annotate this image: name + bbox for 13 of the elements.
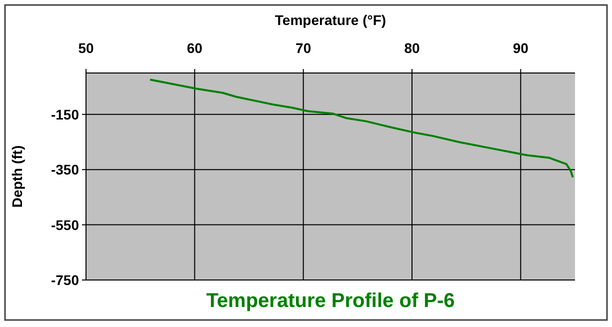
x-axis-title: Temperature (°F) — [274, 12, 386, 28]
x-tick-label: 50 — [78, 40, 94, 56]
y-tick-label: -150 — [50, 106, 80, 122]
text: Temperature Profile of P-6 — [206, 290, 455, 312]
y-tick-label: -350 — [50, 162, 80, 178]
y-tick-label: -750 — [50, 272, 80, 288]
line-series — [149, 78, 574, 178]
x-tick-label: 90 — [512, 40, 529, 56]
x-tick-label: 60 — [186, 40, 203, 56]
y-axis-title: Depth (ft) — [9, 145, 25, 208]
y-tick-label: -550 — [50, 216, 80, 233]
x-tick-label: 70 — [296, 40, 312, 56]
x-tick-label: 80 — [404, 40, 420, 56]
